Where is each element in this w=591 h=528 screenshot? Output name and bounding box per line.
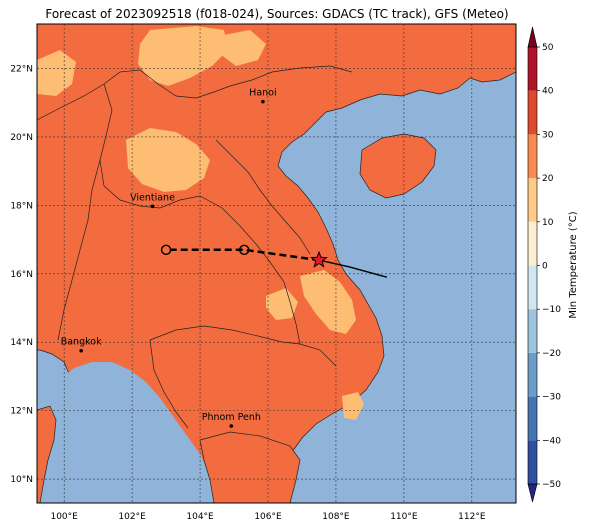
mild-patch-laos-north [126, 128, 210, 192]
city-dot [261, 99, 265, 104]
mild-patch-north [138, 26, 228, 86]
city-dot [150, 204, 155, 209]
colorbar-segment [528, 90, 537, 135]
hainan-island [359, 133, 437, 199]
colorbar-tick-label: −30 [542, 393, 561, 403]
country-borders [37, 65, 353, 429]
city-label: Bangkok [61, 337, 102, 348]
tc-forecast-point [160, 244, 172, 256]
city-dot [79, 348, 83, 353]
lat-tick-label: 18°N [10, 201, 33, 211]
lat-tick-label: 14°N [10, 338, 33, 348]
colorbar-tick-label: 40 [542, 87, 554, 97]
lon-tick-label: 104°E [186, 512, 214, 522]
colorbar-tick-label: −20 [542, 349, 561, 359]
lon-tick-label: 102°E [118, 512, 146, 522]
colorbar-tick-label: 10 [542, 218, 554, 228]
colorbar-min-arrow [527, 483, 538, 503]
lat-tick-label: 12°N [10, 407, 33, 417]
colorbar-segment [528, 221, 537, 266]
lon-tick-label: 108°E [322, 512, 350, 522]
colorbar: 50 40 30 20 10 0 −10 −20 −30 −40 −50 [527, 26, 561, 503]
colorbar-segment [528, 134, 537, 179]
colorbar-max-arrow [527, 26, 538, 48]
city-dot [229, 424, 234, 428]
colorbar-segment [528, 440, 537, 484]
lat-tick-label: 22°N [10, 64, 33, 74]
map-frame [36, 23, 517, 504]
mild-patch-cambodia [342, 392, 364, 420]
gulf-of-thailand [37, 362, 214, 503]
tc-current-position-star [310, 250, 328, 268]
city-label: Hanoi [249, 88, 276, 99]
colorbar-tick-label: 0 [542, 262, 548, 272]
land-mekong-delta [199, 431, 301, 503]
longitude-ticks: 100°E 102°E 104°E 106°E 108°E 110°E 112°E [50, 512, 485, 522]
lat-tick-label: 10°N [10, 475, 33, 485]
lon-tick-label: 112°E [458, 512, 486, 522]
mild-patch-west [37, 50, 76, 96]
mild-patch-east [218, 30, 266, 66]
tc-forecast-point [239, 244, 250, 256]
city-markers: Hanoi Vientiane Bangkok Phnom Penh [61, 88, 277, 428]
lon-tick-label: 110°E [390, 512, 418, 522]
mild-patch-vietnam-central [300, 270, 356, 334]
colorbar-tick-label: −50 [542, 480, 561, 490]
lat-tick-label: 20°N [10, 133, 33, 143]
lon-tick-label: 100°E [50, 512, 78, 522]
colorbar-label: Min Temperature (°C) [568, 211, 579, 318]
city-label: Vientiane [130, 192, 175, 203]
colorbar-segment [528, 396, 537, 441]
lon-tick-label: 106°E [254, 512, 282, 522]
colorbar-tick-label: 30 [542, 130, 554, 140]
figure-title: Forecast of 2023092518 (f018-024), Sourc… [45, 7, 508, 21]
mild-patch-laos-south [266, 288, 298, 320]
colorbar-segment [528, 265, 537, 310]
colorbar-segment [528, 178, 537, 222]
tc-forecast-points [160, 244, 250, 256]
colorbar-segment [528, 309, 537, 353]
colorbar-segment [528, 352, 537, 397]
colorbar-tick-label: 50 [542, 43, 554, 53]
city-label: Phnom Penh [202, 412, 261, 423]
colorbar-tick-label: 20 [542, 174, 554, 184]
lat-tick-label: 16°N [10, 270, 33, 280]
tc-track-observed [318, 259, 388, 278]
colorbar-tick-label: −40 [542, 436, 561, 446]
colorbar-tick-label: −10 [542, 305, 561, 315]
latitude-ticks: 10°N 12°N 14°N 16°N 18°N 20°N 22°N [10, 64, 33, 485]
colorbar-segment [528, 47, 537, 91]
map-area: Hanoi Vientiane Bangkok Phnom Penh [37, 24, 516, 503]
tc-track-forecast [166, 248, 320, 262]
